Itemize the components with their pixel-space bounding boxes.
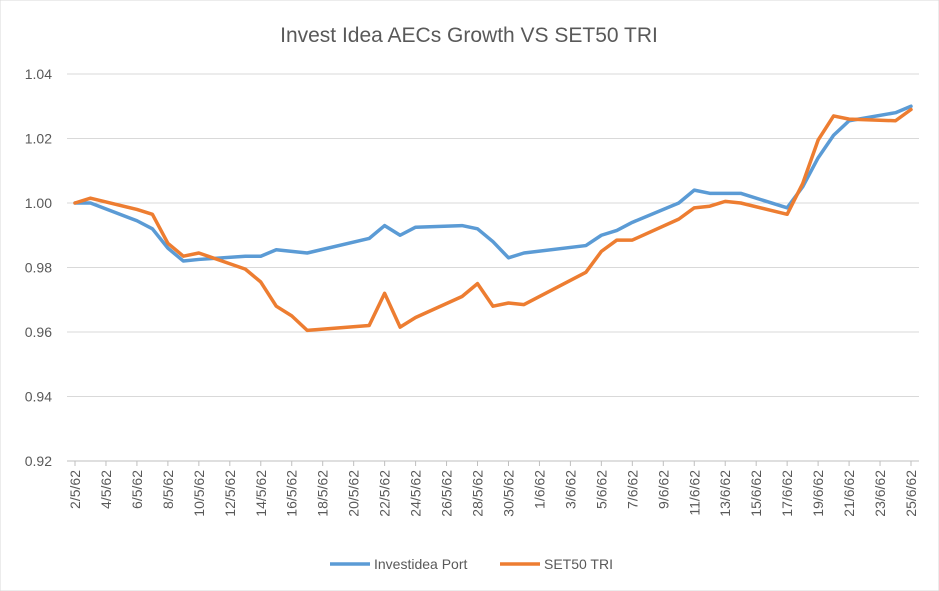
- series-line: [73, 107, 913, 333]
- y-tick-label: 0.92: [25, 453, 52, 469]
- x-tick-label: 4/5/62: [98, 470, 114, 509]
- x-tick-label: 19/6/62: [810, 470, 826, 517]
- x-tick-label: 11/6/62: [686, 470, 702, 516]
- x-tick-label: 14/5/62: [253, 470, 269, 517]
- x-tick-label: 30/5/62: [500, 470, 516, 517]
- y-tick-label: 0.98: [25, 260, 52, 276]
- x-tick-label: 3/6/62: [562, 470, 578, 509]
- y-tick-label: 1.04: [25, 66, 52, 82]
- x-tick-label: 24/5/62: [408, 470, 424, 517]
- x-tick-label: 5/6/62: [593, 470, 609, 509]
- x-tick-label: 9/6/62: [655, 470, 671, 509]
- legend-label: Investidea Port: [374, 556, 467, 572]
- x-tick-label: 12/5/62: [222, 470, 238, 517]
- x-tick-label: 18/5/62: [315, 470, 331, 517]
- x-tick-label: 28/5/62: [470, 470, 486, 517]
- x-tick-label: 2/5/62: [67, 470, 83, 509]
- x-tick-label: 26/5/62: [439, 470, 455, 517]
- legend-label: SET50 TRI: [544, 556, 613, 572]
- y-tick-label: 0.96: [25, 324, 52, 340]
- series-line: [73, 104, 913, 263]
- x-tick-label: 1/6/62: [531, 470, 547, 509]
- chart-title: Invest Idea AECs Growth VS SET50 TRI: [280, 24, 658, 47]
- x-tick-label: 13/6/62: [717, 470, 733, 517]
- x-tick-label: 22/5/62: [377, 470, 393, 517]
- x-tick-label: 25/6/62: [903, 470, 919, 517]
- x-tick-label: 21/6/62: [841, 470, 857, 517]
- y-tick-label: 0.94: [25, 389, 52, 405]
- x-tick-label: 8/5/62: [160, 470, 176, 509]
- y-tick-label: 1.00: [25, 195, 52, 211]
- x-tick-label: 6/5/62: [129, 470, 145, 509]
- x-tick-label: 23/6/62: [872, 470, 888, 517]
- x-tick-label: 10/5/62: [191, 470, 207, 517]
- x-tick-label: 16/5/62: [284, 470, 300, 517]
- y-tick-label: 1.02: [25, 131, 52, 147]
- x-tick-label: 7/6/62: [624, 470, 640, 509]
- x-tick-label: 20/5/62: [346, 470, 362, 517]
- x-tick-label: 17/6/62: [779, 470, 795, 517]
- x-tick-label: 15/6/62: [748, 470, 764, 517]
